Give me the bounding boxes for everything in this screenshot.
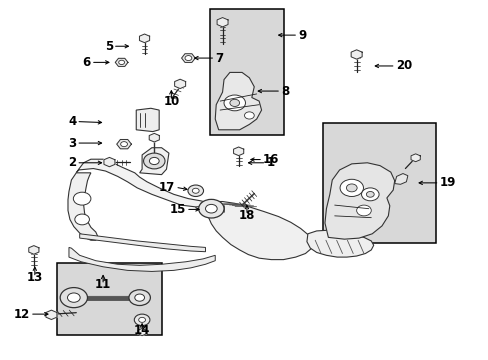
Text: 11: 11: [95, 278, 111, 291]
Circle shape: [366, 192, 373, 197]
Polygon shape: [115, 58, 128, 66]
Polygon shape: [233, 147, 243, 156]
Text: 16: 16: [263, 153, 279, 166]
Circle shape: [60, 288, 87, 308]
Circle shape: [75, 214, 89, 225]
Text: 14: 14: [134, 324, 150, 337]
Circle shape: [119, 60, 124, 64]
Circle shape: [134, 314, 150, 325]
Text: 9: 9: [298, 29, 306, 42]
Text: 1: 1: [266, 156, 274, 169]
Text: 4: 4: [68, 115, 76, 128]
Polygon shape: [136, 108, 159, 132]
Circle shape: [135, 294, 144, 301]
Text: 7: 7: [215, 51, 223, 64]
Circle shape: [187, 185, 203, 197]
Polygon shape: [215, 72, 261, 130]
Text: 15: 15: [169, 203, 185, 216]
Text: 20: 20: [395, 59, 411, 72]
Polygon shape: [76, 159, 210, 207]
Polygon shape: [181, 54, 195, 62]
Circle shape: [339, 179, 363, 197]
Bar: [210, 9, 283, 135]
Polygon shape: [306, 230, 373, 257]
Polygon shape: [139, 34, 149, 42]
Circle shape: [67, 293, 80, 302]
Circle shape: [244, 112, 254, 119]
Polygon shape: [200, 202, 312, 260]
Polygon shape: [68, 173, 98, 240]
Bar: [322, 123, 435, 243]
Polygon shape: [69, 247, 215, 271]
Circle shape: [346, 184, 356, 192]
Circle shape: [356, 205, 370, 216]
Polygon shape: [394, 174, 407, 184]
Polygon shape: [149, 134, 159, 142]
Text: 8: 8: [281, 85, 289, 98]
Polygon shape: [117, 139, 131, 149]
Circle shape: [192, 188, 199, 193]
Circle shape: [361, 188, 378, 201]
Circle shape: [205, 204, 217, 213]
Circle shape: [121, 141, 127, 147]
Circle shape: [229, 99, 239, 107]
Polygon shape: [104, 157, 115, 167]
Polygon shape: [410, 154, 420, 162]
Circle shape: [143, 153, 164, 169]
Polygon shape: [29, 246, 39, 254]
Circle shape: [73, 192, 91, 205]
Text: 5: 5: [104, 40, 113, 53]
Circle shape: [149, 157, 159, 165]
Text: 13: 13: [27, 271, 43, 284]
Polygon shape: [350, 50, 362, 59]
Text: 2: 2: [68, 156, 76, 169]
Circle shape: [139, 318, 145, 322]
Text: 3: 3: [68, 136, 76, 149]
Circle shape: [224, 95, 245, 111]
Polygon shape: [46, 310, 57, 319]
Circle shape: [198, 199, 224, 218]
Polygon shape: [140, 148, 168, 175]
Text: 17: 17: [159, 181, 175, 194]
Polygon shape: [138, 328, 146, 336]
Circle shape: [129, 290, 150, 306]
Circle shape: [184, 55, 191, 60]
Text: 10: 10: [163, 95, 179, 108]
Text: 6: 6: [82, 56, 91, 69]
Polygon shape: [174, 79, 185, 89]
Polygon shape: [80, 234, 205, 252]
Text: 18: 18: [238, 209, 255, 222]
Polygon shape: [217, 18, 227, 27]
Text: 12: 12: [14, 308, 30, 321]
Polygon shape: [325, 163, 394, 239]
Bar: [57, 263, 161, 335]
Text: 19: 19: [439, 176, 455, 189]
